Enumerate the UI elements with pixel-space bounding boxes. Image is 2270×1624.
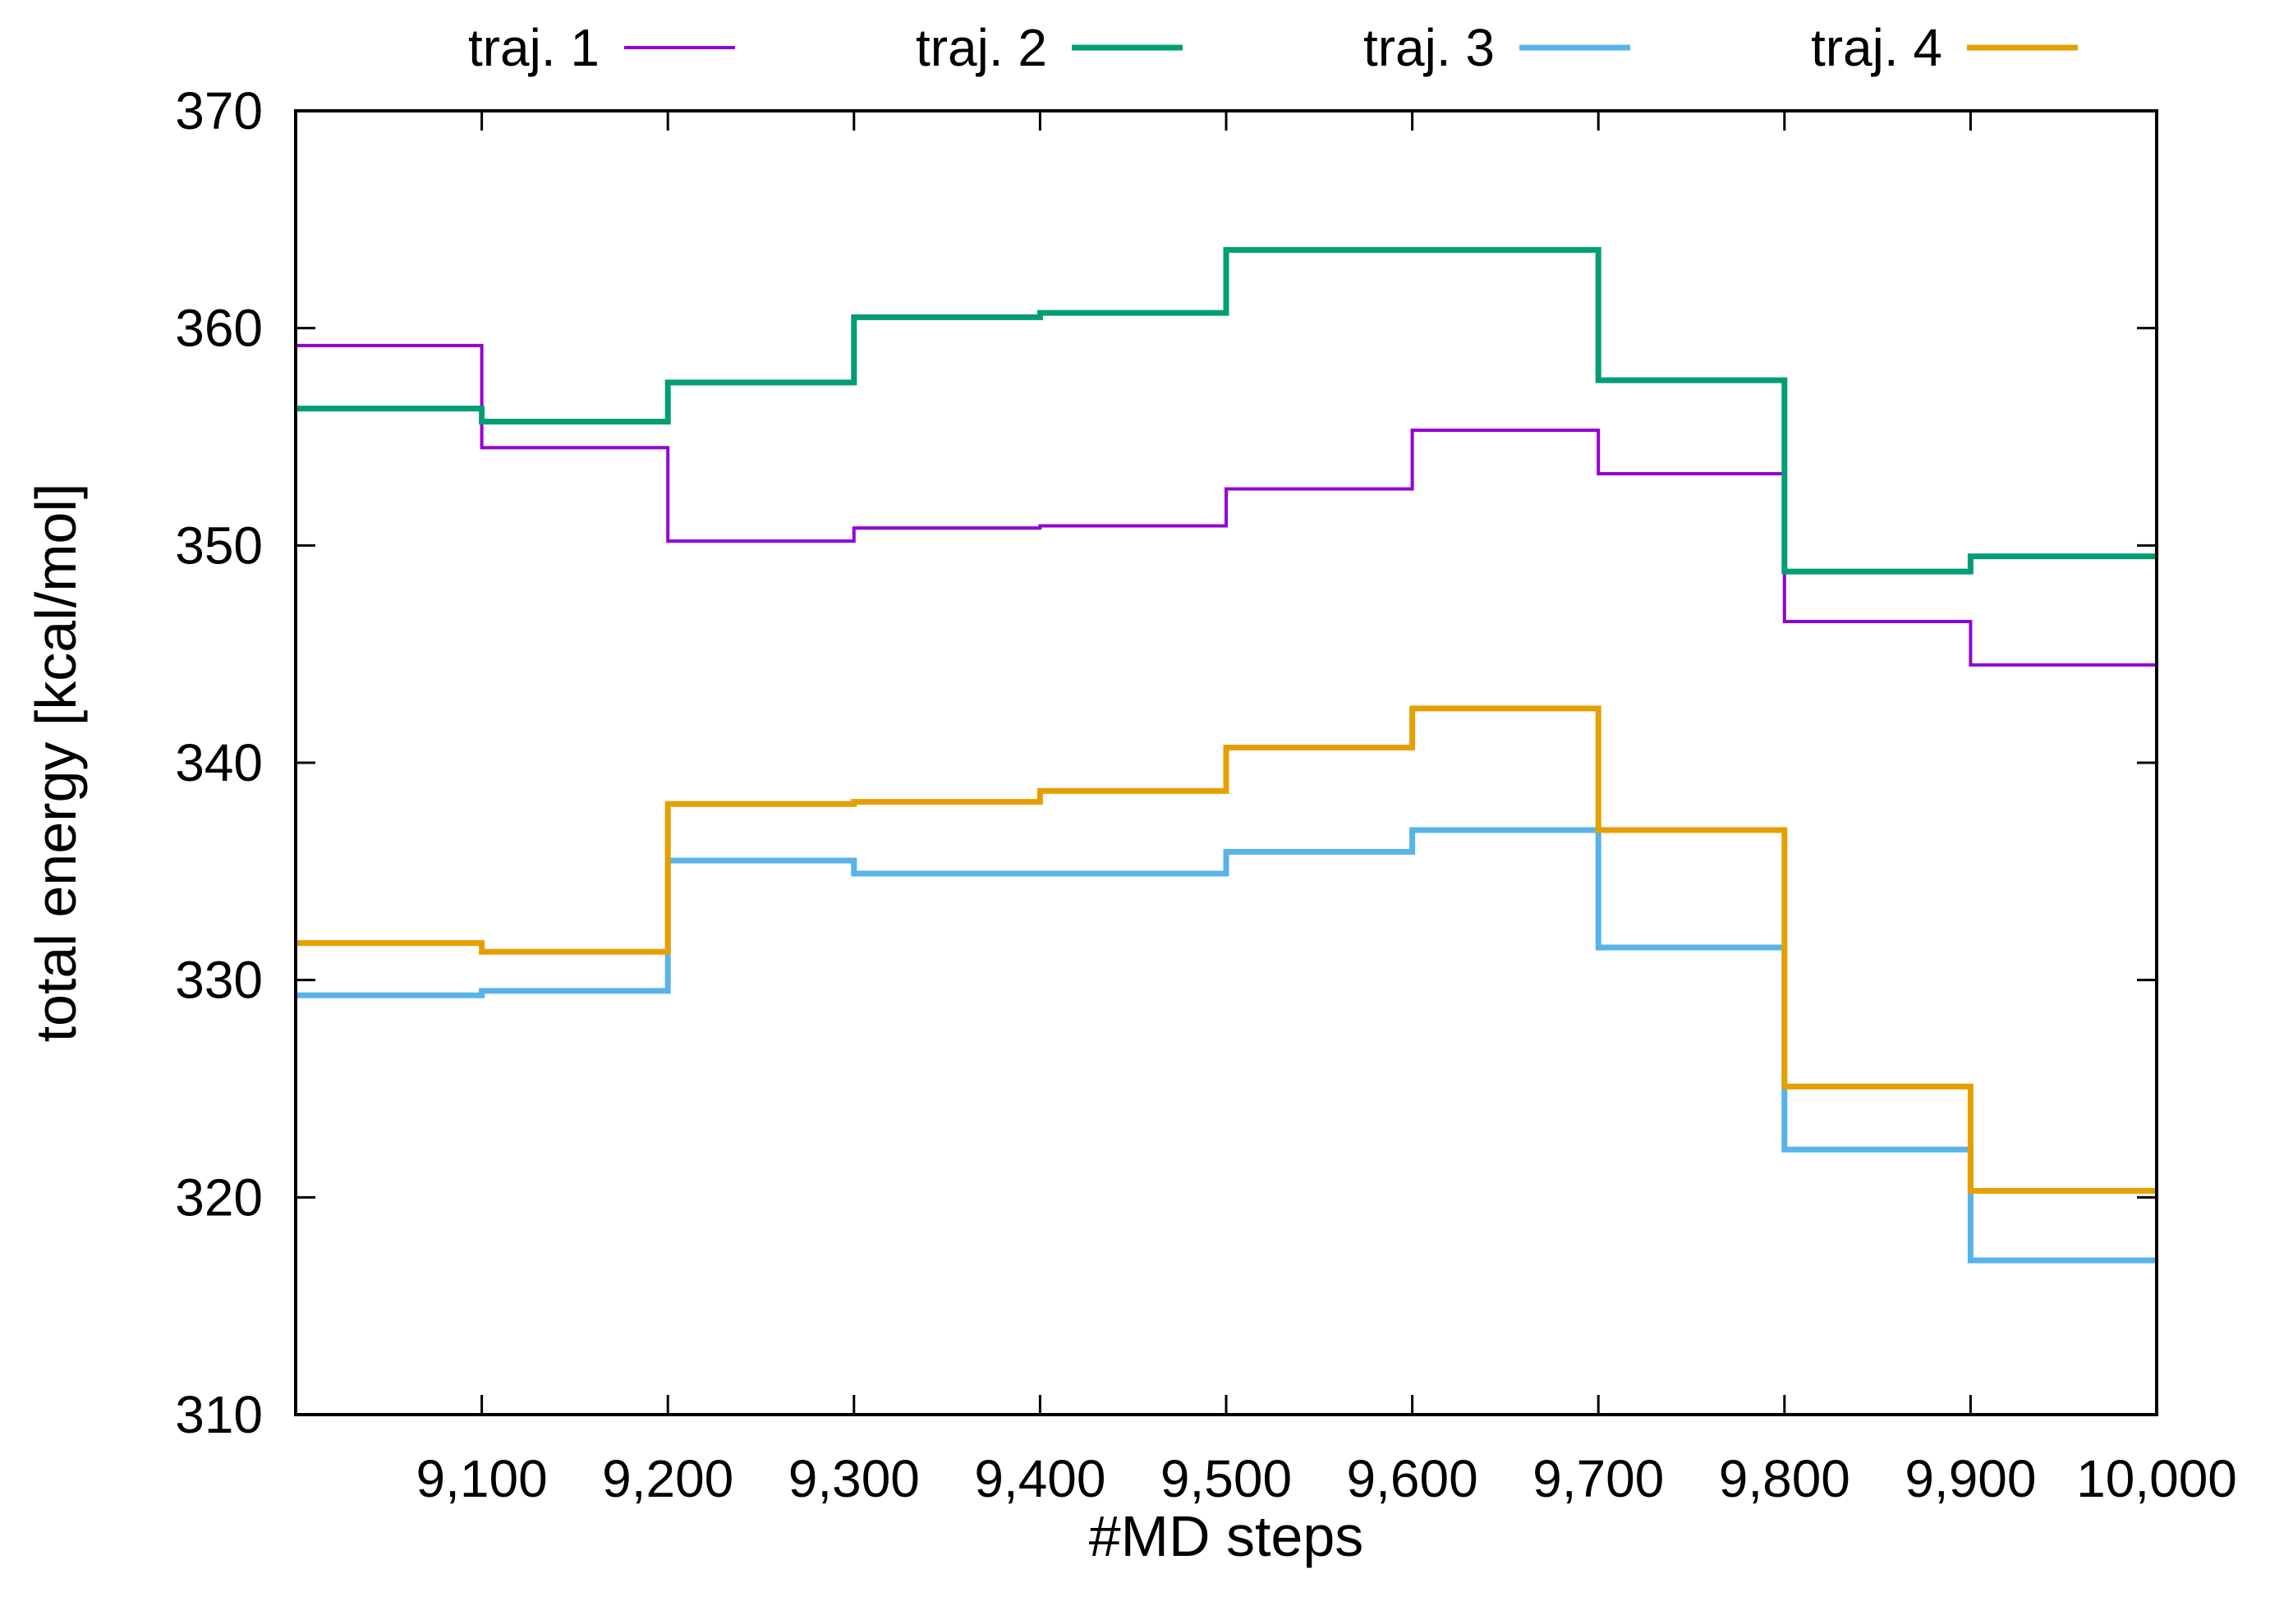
y-tick-label: 310	[175, 1385, 263, 1444]
x-tick-label: 9,700	[1532, 1449, 1664, 1508]
y-tick-label: 330	[175, 951, 263, 1010]
legend-label-traj-2: traj. 2	[916, 18, 1047, 77]
legend: traj. 1 traj. 2 traj. 3 traj. 4	[468, 18, 2078, 77]
y-tick-label: 320	[175, 1168, 263, 1227]
x-tick-label: 9,500	[1160, 1449, 1292, 1508]
x-tick-label: 9,800	[1719, 1449, 1850, 1508]
x-tick-label: 9,600	[1347, 1449, 1478, 1508]
y-tick-label: 350	[175, 516, 263, 575]
series-line-traj-3	[296, 827, 2157, 1264]
y-axis-title: total energy [kcal/mol]	[24, 484, 88, 1043]
x-tick-label: 9,100	[416, 1449, 548, 1508]
ticks-layer: 9,100 9,200 9,300 9,400 9,500 9,600 9,700 9,800…	[175, 81, 2237, 1508]
y-tick-label: 360	[175, 299, 263, 358]
y-tick-label: 370	[175, 81, 263, 140]
legend-label-traj-4: traj. 4	[1811, 18, 1942, 77]
x-axis-title: #MD steps	[1089, 1504, 1364, 1568]
x-tick-label: 9,200	[602, 1449, 733, 1508]
x-tick-label: 9,400	[974, 1449, 1105, 1508]
x-tick-label: 9,300	[788, 1449, 920, 1508]
legend-label-traj-1: traj. 1	[468, 18, 600, 77]
y-tick-label: 340	[175, 733, 263, 792]
x-tick-label: 10,000	[2076, 1449, 2237, 1508]
series-line-traj-4	[296, 705, 2157, 1194]
series-line-traj-2	[296, 246, 2157, 575]
series-layer	[296, 246, 2157, 1264]
series-line-traj-1	[296, 343, 2157, 667]
x-tick-label: 9,900	[1905, 1449, 2036, 1508]
legend-label-traj-3: traj. 3	[1363, 18, 1495, 77]
plot-frame	[294, 109, 2158, 1416]
